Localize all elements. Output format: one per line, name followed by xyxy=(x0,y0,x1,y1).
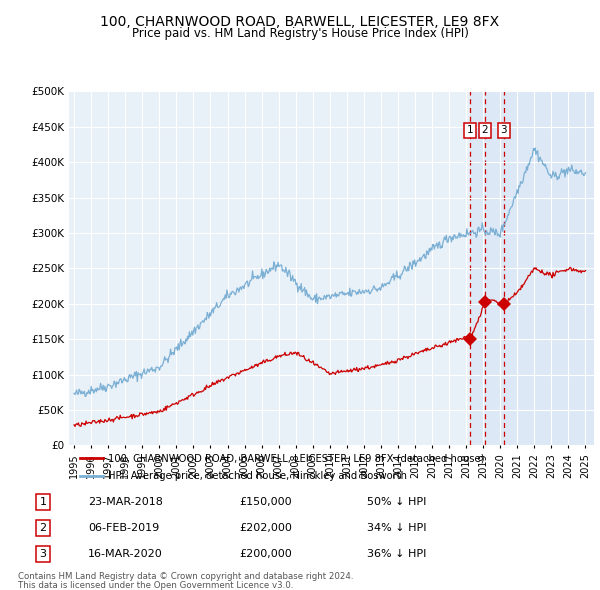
Text: 3: 3 xyxy=(40,549,47,559)
Text: £150,000: £150,000 xyxy=(239,497,292,507)
Text: 1: 1 xyxy=(467,126,473,135)
Text: Contains HM Land Registry data © Crown copyright and database right 2024.: Contains HM Land Registry data © Crown c… xyxy=(18,572,353,581)
Bar xyxy=(470,91,600,445)
Text: 06-FEB-2019: 06-FEB-2019 xyxy=(88,523,159,533)
Text: This data is licensed under the Open Government Licence v3.0.: This data is licensed under the Open Gov… xyxy=(18,581,293,590)
Text: 36% ↓ HPI: 36% ↓ HPI xyxy=(367,549,427,559)
Text: 100, CHARNWOOD ROAD, BARWELL, LEICESTER, LE9 8FX: 100, CHARNWOOD ROAD, BARWELL, LEICESTER,… xyxy=(100,15,500,29)
Text: Price paid vs. HM Land Registry's House Price Index (HPI): Price paid vs. HM Land Registry's House … xyxy=(131,27,469,40)
Text: HPI: Average price, detached house, Hinckley and Bosworth: HPI: Average price, detached house, Hinc… xyxy=(109,471,407,481)
Text: 2: 2 xyxy=(40,523,47,533)
Text: 23-MAR-2018: 23-MAR-2018 xyxy=(88,497,163,507)
Text: 3: 3 xyxy=(500,126,507,135)
Text: £202,000: £202,000 xyxy=(239,523,292,533)
Text: 50% ↓ HPI: 50% ↓ HPI xyxy=(367,497,427,507)
Text: 16-MAR-2020: 16-MAR-2020 xyxy=(88,549,163,559)
Text: 1: 1 xyxy=(40,497,47,507)
Text: £200,000: £200,000 xyxy=(239,549,292,559)
Text: 100, CHARNWOOD ROAD, BARWELL, LEICESTER, LE9 8FX (detached house): 100, CHARNWOOD ROAD, BARWELL, LEICESTER,… xyxy=(109,453,485,463)
Text: 34% ↓ HPI: 34% ↓ HPI xyxy=(367,523,427,533)
Text: 2: 2 xyxy=(482,126,488,135)
